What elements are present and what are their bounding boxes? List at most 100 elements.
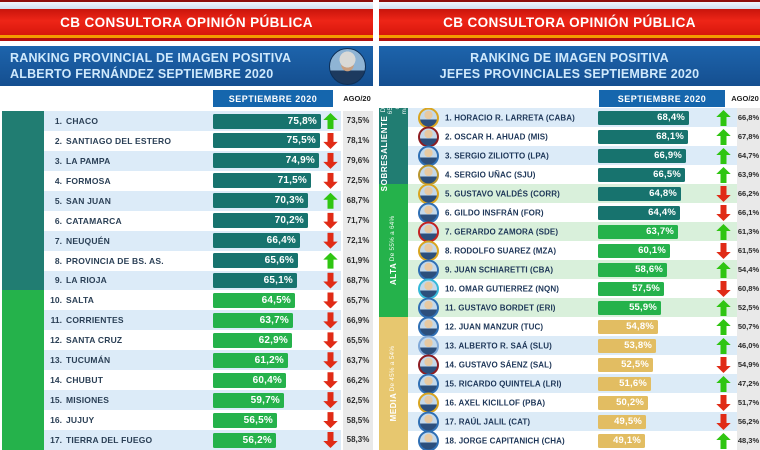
value-label: 57,5%: [632, 283, 660, 294]
brand-title: CB CONSULTORA OPINIÓN PÚBLICA: [443, 14, 696, 30]
value-label: 65,1%: [263, 275, 293, 286]
tier-band: [2, 350, 44, 371]
previous-value: 72,1%: [343, 230, 373, 251]
province-label: TUCUMÁN: [66, 355, 111, 366]
value-bar: 55,9%: [598, 300, 661, 315]
tier-band: [2, 370, 44, 391]
province-label: LA RIOJA: [66, 275, 107, 286]
brand-title: CB CONSULTORA OPINIÓN PÚBLICA: [60, 14, 313, 30]
rank-label: 13.: [50, 355, 62, 366]
governor-row: 18. JORGE CAPITANICH (CHA) 49,1% 48,3%: [379, 430, 760, 450]
tier-band: [379, 336, 408, 355]
province-label: FORMOSA: [66, 175, 111, 186]
governor-row: 4. SERGIO UÑAC (SJU) 66,5% 63,9%: [379, 164, 760, 185]
value-bar: 66,5%: [598, 167, 685, 182]
value-bar: 65,6%: [213, 253, 298, 269]
province-label: PROVINCIA DE BS. AS.: [66, 255, 164, 266]
value-label: 70,2%: [274, 215, 304, 227]
tier-band: [379, 127, 408, 146]
value-bar: 66,4%: [213, 233, 300, 249]
value-label: 49,1%: [613, 435, 641, 446]
value-bar: 53,8%: [598, 338, 656, 353]
panel-title-line1: RANKING DE IMAGEN POSITIVA: [470, 51, 669, 65]
province-row: 14. CHUBUT 60,4% 66,2%: [0, 370, 373, 391]
governor-row: 16. AXEL KICILLOF (PBA) 50,2% 51,7%: [379, 392, 760, 413]
current-month-header: SEPTIEMBRE 2020: [599, 90, 725, 107]
value-bar: 49,5%: [598, 414, 646, 429]
trend-down-icon: [716, 243, 731, 259]
province-row: 9. LA RIOJA 65,1% 68,7%: [0, 270, 373, 291]
rank-label: 9.: [54, 275, 62, 286]
tier-band: [2, 150, 44, 171]
previous-value: 54,4%: [737, 260, 760, 279]
trend-down-icon: [323, 132, 338, 149]
rank-label: 2.: [54, 135, 62, 146]
dark-red-stripe: [379, 38, 760, 41]
value-bar: 54,8%: [598, 319, 658, 334]
value-label: 66,5%: [653, 169, 681, 180]
trend-down-icon: [716, 395, 731, 411]
province-row: 8. PROVINCIA DE BS. AS. 65,6% 61,9%: [0, 250, 373, 271]
trend-down-icon: [323, 292, 338, 309]
value-bar: 60,1%: [598, 243, 670, 258]
value-label: 68,4%: [657, 112, 685, 123]
governor-label: 15. RICARDO QUINTELA (LRI): [445, 379, 562, 388]
value-bar: 75,5%: [213, 133, 320, 149]
value-label: 64,4%: [648, 207, 676, 218]
governor-avatar: [418, 240, 439, 261]
rank-label: 15.: [50, 395, 62, 406]
tier-band: [379, 260, 408, 279]
trend-up-icon: [716, 129, 731, 145]
trend-down-icon: [323, 332, 338, 349]
value-bar: 61,2%: [213, 352, 288, 368]
value-label: 56,5%: [243, 414, 273, 426]
trend-up-icon: [716, 319, 731, 335]
previous-value: 71,7%: [343, 210, 373, 231]
previous-value: 72,5%: [343, 170, 373, 191]
rank-label: 14.: [50, 375, 62, 386]
governor-avatar: [418, 316, 439, 337]
governor-row: 14. GUSTAVO SÁENZ (SAL) 52,5% 54,9%: [379, 354, 760, 375]
governor-avatar: [418, 297, 439, 318]
alberto-fernandez-photo: [329, 48, 366, 85]
previous-month-header: AGO/20: [731, 94, 759, 103]
tier-band: [2, 310, 44, 331]
value-label: 60,1%: [638, 245, 666, 256]
governor-label: 7. GERARDO ZAMORA (SDE): [445, 227, 559, 236]
tier-band: [379, 165, 408, 184]
trend-down-icon: [323, 212, 338, 229]
brand-banner: CB CONSULTORA OPINIÓN PÚBLICA: [0, 9, 373, 35]
value-label: 71,5%: [277, 175, 307, 187]
value-bar: 57,5%: [598, 281, 664, 296]
previous-value: 56,2%: [737, 412, 760, 431]
value-bar: 63,7%: [598, 224, 678, 239]
governor-avatar: [418, 164, 439, 185]
tier-band: [2, 210, 44, 231]
value-label: 64,5%: [261, 294, 291, 306]
trend-down-icon: [323, 412, 338, 429]
rank-label: 3.: [54, 155, 62, 166]
governor-label: 13. ALBERTO R. SAÁ (SLU): [445, 341, 552, 350]
tier-band: [379, 184, 408, 203]
governor-row: 1. HORACIO R. LARRETA (CABA) 68,4% 66,8%: [379, 108, 760, 128]
value-label: 68,1%: [656, 131, 684, 142]
province-row: 17. TIERRA DEL FUEGO 56,2% 58,3%: [0, 430, 373, 450]
governor-avatar: [418, 126, 439, 147]
value-label: 63,7%: [646, 226, 674, 237]
trend-up-icon: [323, 252, 338, 269]
province-row: 3. LA PAMPA 74,9% 79,6%: [0, 150, 373, 171]
previous-value: 61,5%: [737, 241, 760, 260]
governor-row: 5. GUSTAVO VALDÉS (CORR) 64,8% 66,2%: [379, 183, 760, 204]
previous-value: 60,8%: [737, 279, 760, 298]
tier-band: [379, 203, 408, 222]
previous-value: 79,6%: [343, 150, 373, 171]
tier-band: [2, 170, 44, 191]
previous-value: 50,7%: [737, 317, 760, 336]
governor-avatar: [418, 221, 439, 242]
tier-band: [2, 250, 44, 271]
value-bar: 70,3%: [213, 193, 308, 209]
value-bar: 64,4%: [598, 205, 680, 220]
top-border: [0, 0, 373, 2]
governor-avatar: [418, 259, 439, 280]
governor-row: 3. SERGIO ZILIOTTO (LPA) 66,9% 64,7%: [379, 145, 760, 166]
